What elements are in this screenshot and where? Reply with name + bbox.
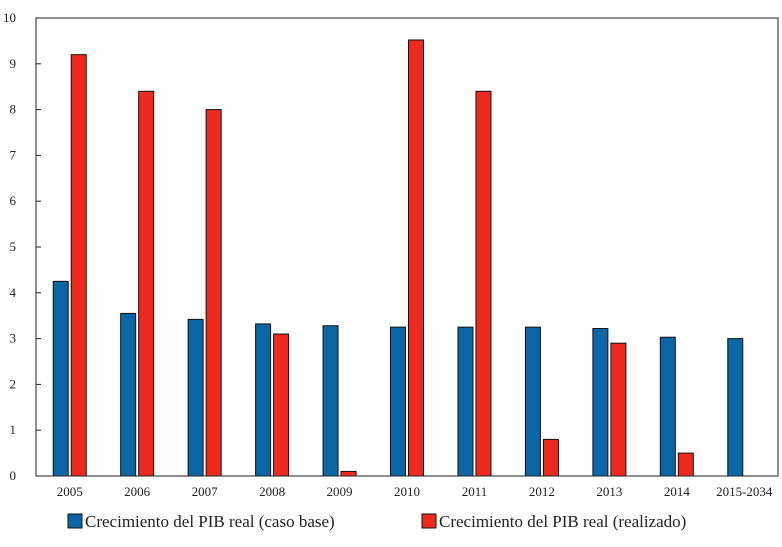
bar-caso-base-2006 — [120, 312, 137, 477]
bar-caso-base-2014 — [659, 336, 676, 477]
bar-caso-base-2007 — [187, 318, 204, 477]
y-tick-label: 4 — [10, 285, 17, 300]
x-tick-label: 2005 — [57, 484, 83, 499]
y-tick-label: 8 — [10, 102, 17, 117]
y-tick-label: 9 — [10, 56, 17, 71]
y-tick-label: 7 — [10, 147, 17, 162]
y-tick-label: 0 — [10, 468, 17, 483]
bar-caso-base-2012 — [524, 326, 541, 477]
y-tick-label: 6 — [10, 193, 17, 208]
x-tick-label: 2015-2034 — [716, 484, 773, 499]
bar-caso-base-2015-2034 — [727, 338, 744, 477]
x-axis-ticks: 2005 2006 2007 2008 2009 2010 2011 2012 2013 2014… — [57, 484, 773, 499]
x-tick-label: 2009 — [327, 484, 353, 499]
x-tick-label: 2013 — [596, 484, 622, 499]
y-axis-ticks: 0 1 2 3 4 5 6 7 8 9 10 — [3, 10, 41, 483]
legend-swatch — [421, 513, 437, 529]
bar-caso-base-2011 — [457, 326, 474, 477]
bar-caso-base-2005 — [52, 280, 69, 477]
x-tick-label: 2007 — [192, 484, 219, 499]
bar-realizado-2011 — [475, 90, 492, 477]
bar-caso-base-2013 — [592, 328, 609, 477]
x-tick-label: 2012 — [529, 484, 555, 499]
bar-realizado-2013 — [610, 342, 627, 477]
bar-realizado-2010 — [408, 39, 424, 477]
legend: Crecimiento del PIB real (caso base) Crec… — [67, 512, 686, 531]
bar-realizado-2012 — [542, 438, 559, 477]
bar-realizado-2005 — [70, 54, 87, 477]
bar-caso-base-2008 — [255, 323, 272, 477]
legend-swatch — [67, 513, 83, 529]
legend-item-realizado: Crecimiento del PIB real (realizado) — [421, 512, 686, 531]
plot-frame — [35, 17, 779, 477]
y-tick-label: 10 — [3, 10, 16, 25]
x-tick-label: 2014 — [664, 484, 691, 499]
bars-layer — [52, 39, 744, 477]
y-tick-label: 1 — [10, 422, 17, 437]
y-tick-label: 5 — [10, 239, 17, 254]
bar-caso-base-2010 — [390, 326, 406, 477]
bar-realizado-2014 — [677, 452, 694, 477]
x-tick-label: 2011 — [462, 484, 488, 499]
bar-realizado-2007 — [205, 109, 222, 477]
legend-item-caso-base: Crecimiento del PIB real (caso base) — [67, 512, 335, 531]
x-tick-label: 2006 — [124, 484, 151, 499]
bar-realizado-2009 — [340, 470, 357, 477]
legend-label: Crecimiento del PIB real (caso base) — [85, 512, 335, 531]
legend-label: Crecimiento del PIB real (realizado) — [439, 512, 686, 531]
bar-caso-base-2009 — [322, 325, 339, 477]
x-tick-label: 2010 — [394, 484, 420, 499]
y-tick-label: 3 — [10, 331, 17, 346]
bar-realizado-2006 — [138, 90, 155, 477]
bar-realizado-2008 — [273, 333, 290, 477]
y-tick-label: 2 — [10, 376, 17, 391]
x-tick-label: 2008 — [259, 484, 285, 499]
